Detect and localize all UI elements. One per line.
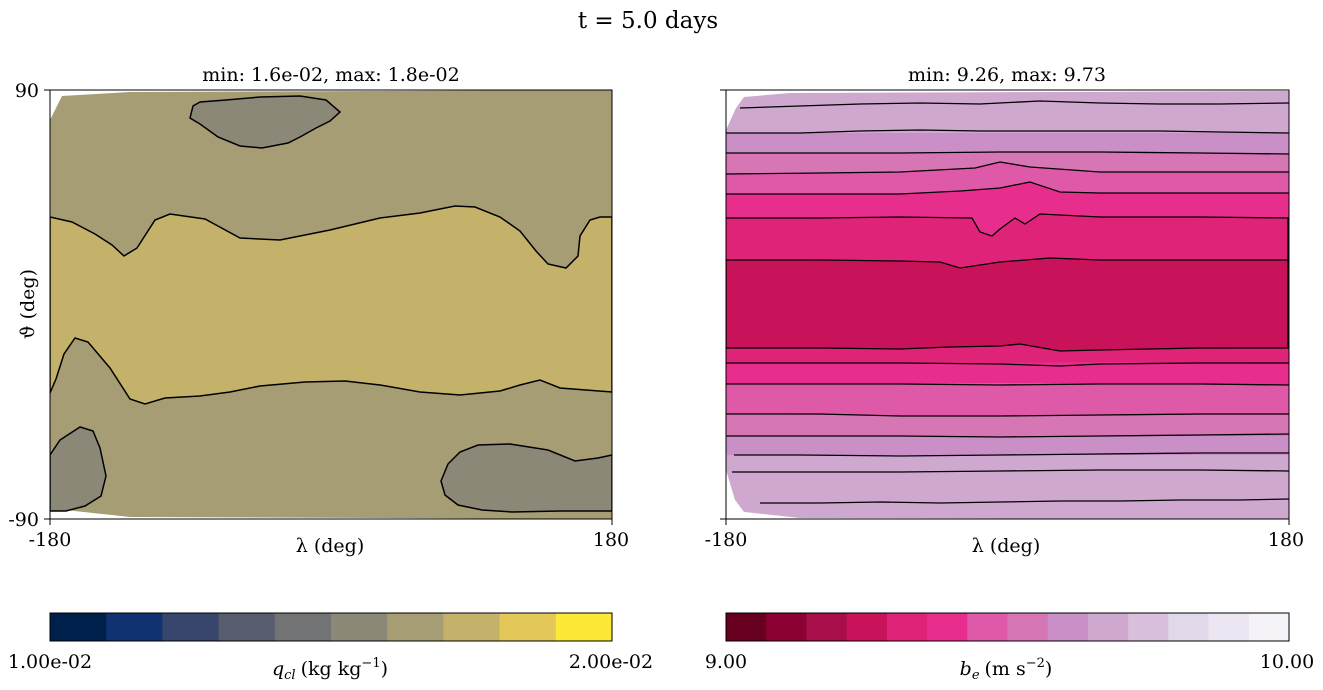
be-contour-line bbox=[726, 161, 1289, 175]
panel-be: min: 9.26, max: 9.73 bbox=[705, 64, 1304, 557]
colorbar-be-swatch bbox=[1007, 613, 1049, 641]
colorbar-be-swatches bbox=[726, 613, 1290, 641]
qcl-fill-level-8b8878-sw bbox=[50, 426, 107, 512]
colorbar-be-label: be (m s−2) bbox=[960, 656, 1053, 683]
be-contour-line bbox=[726, 151, 1289, 155]
be-contour-line bbox=[726, 257, 1289, 269]
colorbar-be-swatch bbox=[1208, 613, 1250, 641]
colorbar-qcl-swatch bbox=[162, 613, 220, 641]
colorbar-qcl-swatch bbox=[106, 613, 163, 641]
colorbar-qcl-swatch bbox=[443, 613, 501, 641]
colorbar-be-max-label: 10.00 bbox=[1260, 651, 1314, 673]
colorbar-qcl-swatch bbox=[274, 613, 332, 641]
colorbar-be-swatch bbox=[766, 613, 808, 641]
be-contour-line bbox=[726, 413, 1289, 417]
be-contour-line bbox=[739, 100, 1289, 109]
be-plot-frame bbox=[725, 89, 1290, 520]
qcl-x-axis-label: λ (deg) bbox=[296, 535, 364, 557]
colorbar-be-swatch bbox=[1168, 613, 1210, 641]
be-xtick-right: 180 bbox=[1268, 529, 1304, 551]
qcl-filled-contours bbox=[50, 90, 612, 519]
be-contour-line bbox=[732, 469, 1289, 473]
colorbar-be-swatch bbox=[1047, 613, 1089, 641]
be-contour-line bbox=[726, 362, 1289, 367]
colorbar-be-swatch bbox=[1128, 613, 1169, 641]
be-contour-line bbox=[726, 433, 1289, 438]
colorbar-qcl-swatch bbox=[499, 613, 557, 641]
colorbar-qcl-swatch bbox=[331, 613, 388, 641]
colorbar-qcl-min-label: 1.00e-02 bbox=[8, 651, 92, 673]
qcl-fill-level-8b8878-se bbox=[440, 443, 612, 513]
colorbar-be-swatch bbox=[806, 613, 848, 641]
colorbar-be-min-label: 9.00 bbox=[705, 651, 747, 673]
colorbar-qcl-swatch bbox=[555, 613, 613, 641]
qcl-x-ticks: -180 180 bbox=[29, 519, 629, 551]
colorbar-be-swatch bbox=[726, 613, 767, 641]
qcl-y-ticks: 90 -90 bbox=[8, 80, 50, 531]
be-y-ticks bbox=[720, 89, 726, 520]
be-contour-line bbox=[726, 181, 1289, 195]
qcl-y-axis-label: ϑ (deg) bbox=[17, 269, 39, 339]
be-contour-line bbox=[760, 498, 1289, 504]
qcl-xtick-right: 180 bbox=[593, 529, 629, 551]
colorbar-be: 9.00 10.00 be (m s−2) bbox=[705, 612, 1314, 683]
colorbar-be-swatch bbox=[886, 613, 928, 641]
be-x-ticks: -180 180 bbox=[705, 519, 1304, 551]
panel-qcl: min: 1.6e-02, max: 1.8e-02 90 -90 -180 1… bbox=[8, 64, 629, 557]
qcl-fill-level-c4b26a-band bbox=[50, 205, 612, 405]
be-x-axis-label: λ (deg) bbox=[972, 535, 1040, 557]
qcl-plot-frame bbox=[49, 89, 613, 520]
figure-title: t = 5.0 days bbox=[578, 8, 718, 34]
be-contour-line bbox=[726, 213, 1289, 237]
qcl-ytick-top: 90 bbox=[15, 80, 39, 102]
qcl-xtick-left: -180 bbox=[29, 529, 72, 551]
be-filled-contours bbox=[726, 91, 1289, 519]
panel-qcl-title: min: 1.6e-02, max: 1.8e-02 bbox=[202, 64, 459, 86]
panel-be-title: min: 9.26, max: 9.73 bbox=[908, 64, 1106, 86]
be-fill-level-c8125a bbox=[726, 258, 1289, 351]
qcl-fill-level-8b8878-north bbox=[189, 95, 342, 149]
be-xtick-left: -180 bbox=[705, 529, 748, 551]
colorbar-be-swatch bbox=[967, 613, 1009, 641]
colorbar-qcl-frame bbox=[49, 612, 613, 642]
colorbar-be-swatch bbox=[846, 613, 888, 641]
qcl-ytick-bottom: -90 bbox=[8, 509, 39, 531]
colorbar-qcl-max-label: 2.00e-02 bbox=[569, 651, 653, 673]
colorbar-qcl-swatch bbox=[218, 613, 276, 641]
colorbar-qcl-swatches bbox=[50, 613, 613, 641]
colorbar-be-swatch bbox=[927, 613, 968, 641]
colorbar-qcl: 1.00e-02 2.00e-02 qcl (kg kg−1) bbox=[8, 612, 653, 683]
colorbar-be-swatch bbox=[1087, 613, 1129, 641]
be-contour-line bbox=[726, 343, 1289, 352]
be-contour-line bbox=[726, 129, 1289, 134]
be-contour-line bbox=[726, 383, 1289, 386]
colorbar-qcl-swatch bbox=[387, 613, 444, 641]
colorbar-be-swatch bbox=[1248, 613, 1290, 641]
be-contour-lines bbox=[726, 100, 1289, 504]
colorbar-be-frame bbox=[725, 612, 1290, 642]
be-contour-line bbox=[734, 452, 1289, 457]
colorbar-qcl-swatch bbox=[50, 613, 107, 641]
colorbar-qcl-label: qcl (kg kg−1) bbox=[272, 656, 388, 683]
